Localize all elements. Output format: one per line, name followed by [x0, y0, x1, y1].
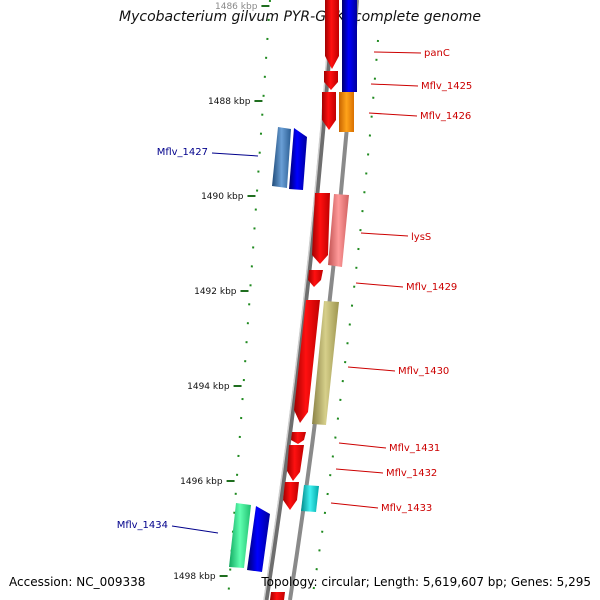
gene-leader-line [335, 468, 384, 474]
gene-block-Mflv-1433 [301, 485, 319, 512]
gene-leader-line [355, 282, 404, 288]
gene-block-Mflv-1427-b [289, 128, 307, 190]
gene-arrow [324, 71, 338, 90]
gene-leader-line [211, 152, 259, 157]
gene-label[interactable]: Mflv_1434 [117, 520, 168, 531]
genome-backbone [263, 0, 336, 600]
gene-label[interactable]: Mflv_1429 [406, 282, 457, 293]
gene-label[interactable]: Mflv_1430 [398, 366, 449, 377]
gene-leader-line [368, 112, 418, 117]
gene-label[interactable]: lysS [411, 232, 431, 243]
gene-arrow [287, 445, 304, 481]
gene-label[interactable]: panC [424, 48, 450, 59]
gene-arrow [291, 432, 306, 444]
gene-leader-line [347, 366, 396, 372]
gene-block-Mflv-1434-a [229, 503, 251, 568]
kbp-label: 1496 kbp [180, 477, 223, 487]
gene-arrow [308, 270, 323, 287]
gene-block-lysS [328, 194, 349, 267]
kbp-axis: 1486 kbp 1488 kbp 1490 kbp 1492 kbp 1494 kbp… [173, 2, 270, 582]
gene-arrow [270, 592, 285, 600]
cds-features [229, 0, 357, 572]
kbp-label: 1490 kbp [201, 192, 244, 202]
genome-summary-text: Topology: circular; Length: 5,619,607 bp… [261, 575, 591, 589]
gene-arrow [312, 193, 330, 264]
map-title: Mycobacterium gilvum PYR-GCK, complete g… [119, 9, 481, 25]
kbp-label: 1494 kbp [187, 382, 230, 392]
gene-leader-line [338, 442, 387, 449]
gene-arrow [283, 482, 299, 510]
kbp-label: 1498 kbp [173, 572, 216, 582]
gene-label[interactable]: Mflv_1427 [157, 147, 208, 158]
gene-label[interactable]: Mflv_1431 [389, 443, 440, 454]
forward-strand-features [270, 0, 339, 600]
genome-backbone-highlight [263, 0, 332, 600]
accession-text: Accession: NC_009338 [9, 575, 146, 589]
gene-label[interactable]: Mflv_1426 [420, 111, 471, 122]
gene-block-Mflv-1426 [339, 92, 354, 132]
kbp-label: 1488 kbp [208, 97, 251, 107]
gene-leader-line [171, 525, 219, 534]
gene-leader-line [360, 232, 409, 237]
gene-leader-line [373, 51, 422, 54]
gene-block-panC [342, 0, 357, 92]
gene-leader-line [370, 83, 419, 87]
gene-block-Mflv-1430 [312, 301, 339, 425]
gene-block-Mflv-1427-a [272, 127, 291, 188]
gene-block-Mflv-1434-b [247, 506, 270, 572]
gene-arrow [322, 92, 336, 130]
gene-label[interactable]: Mflv_1432 [386, 468, 437, 479]
kbp-label: 1492 kbp [194, 287, 237, 297]
gene-label[interactable]: Mflv_1425 [421, 81, 472, 92]
gene-label[interactable]: Mflv_1433 [381, 503, 432, 514]
gene-arrow [294, 300, 320, 423]
kbp-label: 1486 kbp [215, 2, 258, 12]
gene-leader-line [330, 502, 379, 509]
gene-arrow [325, 0, 339, 69]
gene-labels: panC Mflv_1425 Mflv_1426 Mflv_1427 lysS Mflv_… [117, 48, 472, 534]
